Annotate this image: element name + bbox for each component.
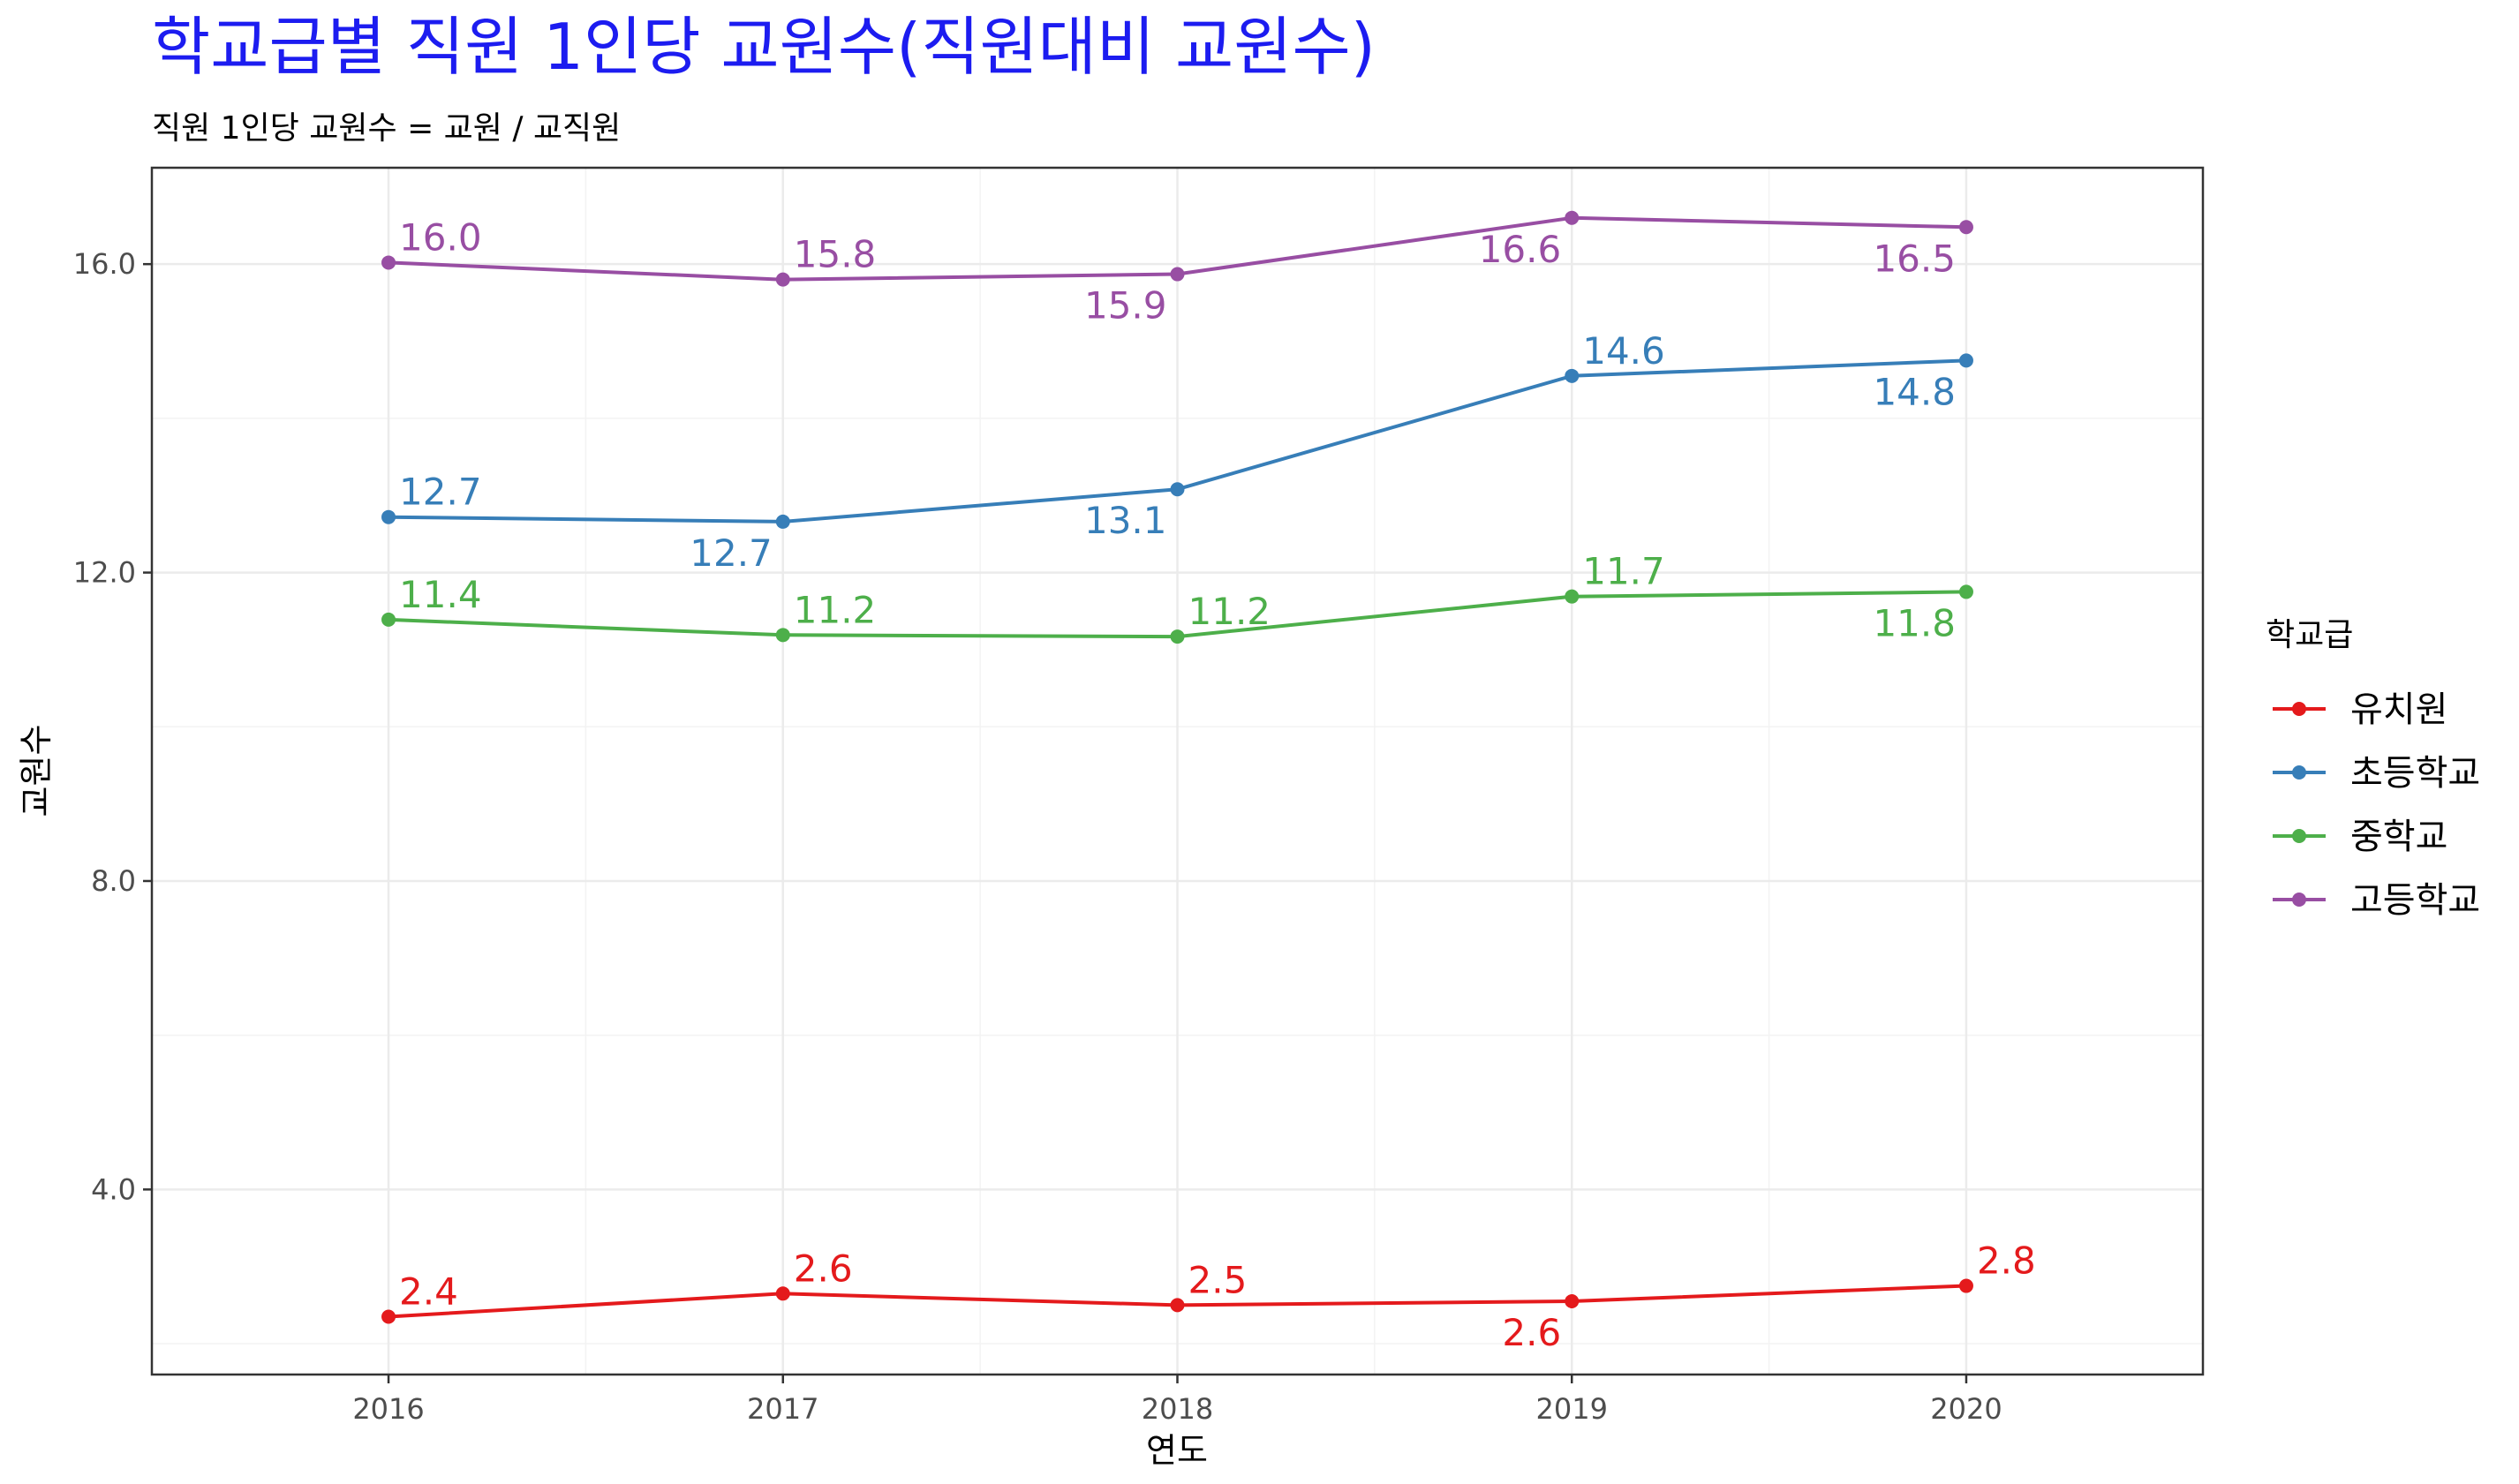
y-tick-label: 8.0 bbox=[91, 864, 136, 898]
data-label: 11.2 bbox=[794, 588, 877, 631]
data-label: 11.4 bbox=[399, 573, 482, 616]
data-point bbox=[381, 1309, 396, 1324]
data-label: 11.2 bbox=[1188, 590, 1271, 633]
data-point bbox=[775, 514, 790, 529]
data-label: 12.7 bbox=[690, 531, 773, 575]
legend-label: 고등학교 bbox=[2350, 880, 2480, 921]
x-axis: 2016 2017 2018 2019 2020 bbox=[352, 1375, 2002, 1426]
data-point bbox=[381, 612, 396, 627]
data-point bbox=[1170, 267, 1185, 282]
data-label: 14.6 bbox=[1582, 329, 1665, 373]
y-tick-label: 4.0 bbox=[91, 1172, 136, 1206]
data-point bbox=[1170, 482, 1185, 497]
data-label: 2.5 bbox=[1188, 1258, 1248, 1301]
data-point bbox=[1565, 589, 1580, 604]
legend-key-point bbox=[2292, 765, 2306, 780]
x-tick-label: 2018 bbox=[1142, 1392, 1213, 1426]
data-labels: 2.4 2.6 2.5 2.6 2.8 12.7 12.7 13.1 14.6 14.8 11.4 1… bbox=[399, 215, 2036, 1354]
legend-key-point bbox=[2292, 829, 2306, 843]
x-tick-label: 2017 bbox=[747, 1392, 818, 1426]
data-point bbox=[775, 628, 790, 643]
data-label: 2.6 bbox=[794, 1247, 853, 1290]
legend-title: 학교급 bbox=[2266, 617, 2353, 653]
data-point bbox=[1958, 1278, 1973, 1293]
y-tick-label: 16.0 bbox=[73, 247, 136, 281]
data-label: 15.9 bbox=[1084, 284, 1167, 328]
data-point bbox=[381, 509, 396, 524]
y-axis-title: 교원수 bbox=[17, 725, 56, 817]
data-label: 2.8 bbox=[1977, 1239, 2036, 1283]
data-point bbox=[1958, 353, 1973, 368]
plot-panel: 2.4 2.6 2.5 2.6 2.8 12.7 12.7 13.1 14.6 14.8 11.4 1… bbox=[150, 166, 2205, 1376]
data-point bbox=[1565, 368, 1580, 383]
data-point bbox=[381, 255, 396, 270]
data-point bbox=[1170, 629, 1185, 644]
legend-label: 유치원 bbox=[2350, 689, 2447, 730]
data-point bbox=[1958, 584, 1973, 599]
data-label: 12.7 bbox=[399, 471, 482, 514]
data-label: 2.6 bbox=[1502, 1311, 1561, 1354]
legend-label: 중학교 bbox=[2350, 817, 2447, 857]
data-label: 11.8 bbox=[1873, 601, 1956, 644]
x-tick-label: 2019 bbox=[1536, 1392, 1608, 1426]
data-label: 14.8 bbox=[1873, 370, 1956, 413]
series-layer bbox=[381, 210, 1973, 1324]
data-label: 2.4 bbox=[399, 1269, 458, 1313]
data-label: 16.0 bbox=[399, 215, 482, 259]
legend-label: 초등학교 bbox=[2350, 753, 2480, 794]
y-tick-label: 12.0 bbox=[73, 556, 136, 590]
data-point bbox=[1565, 210, 1580, 225]
x-tick-label: 2016 bbox=[352, 1392, 424, 1426]
x-axis-title: 연도 bbox=[1146, 1431, 1208, 1470]
data-label: 16.5 bbox=[1873, 237, 1956, 280]
chart-subtitle: 직원 1인당 교원수 = 교원 / 교직원 bbox=[152, 110, 621, 147]
data-label: 11.7 bbox=[1582, 550, 1665, 593]
data-point bbox=[1565, 1294, 1580, 1309]
legend-key-point bbox=[2292, 702, 2306, 716]
chart-title: 학교급별 직원 1인당 교원수(직원대비 교원수) bbox=[152, 10, 1376, 84]
data-point bbox=[775, 1286, 790, 1301]
data-point bbox=[775, 272, 790, 287]
data-label: 13.1 bbox=[1084, 499, 1167, 542]
data-label: 15.8 bbox=[794, 233, 877, 276]
x-tick-label: 2020 bbox=[1930, 1392, 2002, 1426]
data-label: 16.6 bbox=[1479, 228, 1562, 271]
legend-key-point bbox=[2292, 893, 2306, 907]
data-point bbox=[1958, 220, 1973, 235]
y-axis: 4.0 8.0 12.0 16.0 bbox=[73, 247, 152, 1206]
data-point bbox=[1170, 1298, 1185, 1313]
